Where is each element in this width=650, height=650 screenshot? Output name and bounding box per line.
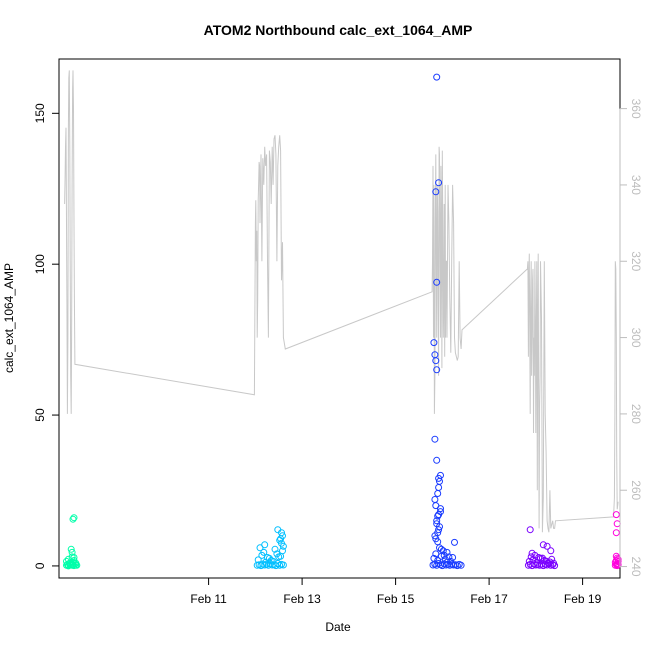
scatter-point: [449, 554, 457, 561]
scatter-point: [612, 529, 620, 537]
y2-tick-label: 360: [629, 99, 643, 119]
scatter-point: [435, 484, 443, 491]
scatter-point: [547, 547, 555, 555]
scatter-point: [433, 517, 441, 525]
y2-tick-label: 240: [629, 557, 643, 577]
axes-layer: Feb 11 Feb 13 Feb 15 Feb 17 Feb 19 0 50 100 150 2…: [33, 99, 643, 606]
scatter-point: [277, 535, 285, 543]
y-axis-label: calc_ext_1064_AMP: [2, 263, 16, 373]
scatter-point: [433, 278, 441, 286]
scatter-point: [527, 553, 535, 561]
scatter-point: [261, 541, 269, 549]
scatter-point: [431, 435, 439, 443]
x-tick-label: Feb 11: [190, 592, 227, 606]
scatter-point: [432, 502, 440, 510]
scatter-point: [435, 179, 443, 187]
scatter-point: [279, 542, 287, 550]
scatter-point: [70, 514, 78, 522]
scatter-point: [254, 556, 262, 564]
scatter-point: [70, 554, 78, 561]
scatter-point: [437, 471, 444, 479]
y2-tick-label: 320: [629, 251, 643, 271]
scatter-point: [437, 508, 444, 516]
scatter-point: [614, 557, 622, 565]
scatter-point: [433, 366, 441, 374]
scatter-point: [443, 558, 451, 566]
scatter-point: [439, 547, 447, 555]
scatter-point: [260, 548, 268, 556]
scatter-point: [267, 557, 275, 564]
scatter-point: [535, 554, 543, 561]
x-tick-label: Feb 15: [377, 592, 415, 606]
scatter-point-layer: [63, 73, 622, 570]
scatter-point: [543, 542, 551, 550]
scatter-point: [457, 561, 465, 569]
x-tick-label: Feb 13: [283, 592, 321, 606]
scatter-point: [430, 339, 438, 347]
scatter-point: [453, 562, 461, 570]
scatter-point: [612, 511, 620, 519]
x-axis-label: Date: [325, 620, 351, 634]
scatter-point: [279, 561, 287, 569]
chart-title: ATOM2 Northbound calc_ext_1064_AMP: [204, 22, 473, 38]
scatter-point: [431, 351, 439, 359]
scatter-point: [432, 357, 440, 365]
scatter-point: [451, 538, 458, 546]
scatter-point: [437, 545, 445, 553]
scatter-point: [434, 490, 442, 497]
scatter-point: [63, 557, 70, 565]
scatter-point: [539, 541, 547, 549]
secondary-line: [64, 70, 619, 533]
scatter-point: [533, 558, 541, 566]
scatter-point: [538, 554, 546, 562]
scatter-point: [431, 532, 439, 540]
scatter-point: [440, 551, 448, 559]
scatter-point: [434, 538, 442, 546]
scatter-point: [67, 545, 75, 553]
x-tick-label: Feb 19: [564, 592, 602, 606]
y-tick-label: 0: [33, 562, 47, 569]
scatter-point: [432, 550, 440, 558]
scatter-point: [69, 558, 77, 566]
scatter-point: [275, 553, 283, 561]
scatter-point: [435, 526, 443, 534]
y2-tick-label: 280: [629, 404, 643, 424]
scatter-point: [613, 520, 621, 528]
y-tick-label: 50: [33, 408, 47, 422]
scatter-point: [546, 558, 554, 566]
scatter-point: [447, 557, 455, 565]
scatter-point: [430, 554, 438, 562]
scatter-point: [271, 545, 279, 553]
scatter-point: [433, 456, 441, 464]
scatter-point: [433, 520, 441, 528]
scatter-point: [434, 557, 442, 564]
scatter-point: [550, 559, 558, 567]
y2-tick-label: 300: [629, 328, 643, 348]
scatter-point: [528, 549, 536, 557]
scatter-point: [525, 557, 533, 565]
y2-tick-label: 340: [629, 175, 643, 195]
y-tick-label: 100: [33, 254, 47, 274]
scatter-point: [69, 515, 77, 523]
y2-tick-label: 260: [629, 480, 643, 500]
scatter-point: [433, 73, 441, 81]
scatter-point: [279, 547, 286, 555]
scatter-point: [431, 496, 439, 503]
x-tick-label: Feb 17: [470, 592, 508, 606]
y-tick-label: 150: [33, 103, 47, 123]
scatter-point: [526, 526, 534, 534]
secondary-line-layer: [64, 70, 619, 533]
scatter-point: [432, 188, 440, 196]
